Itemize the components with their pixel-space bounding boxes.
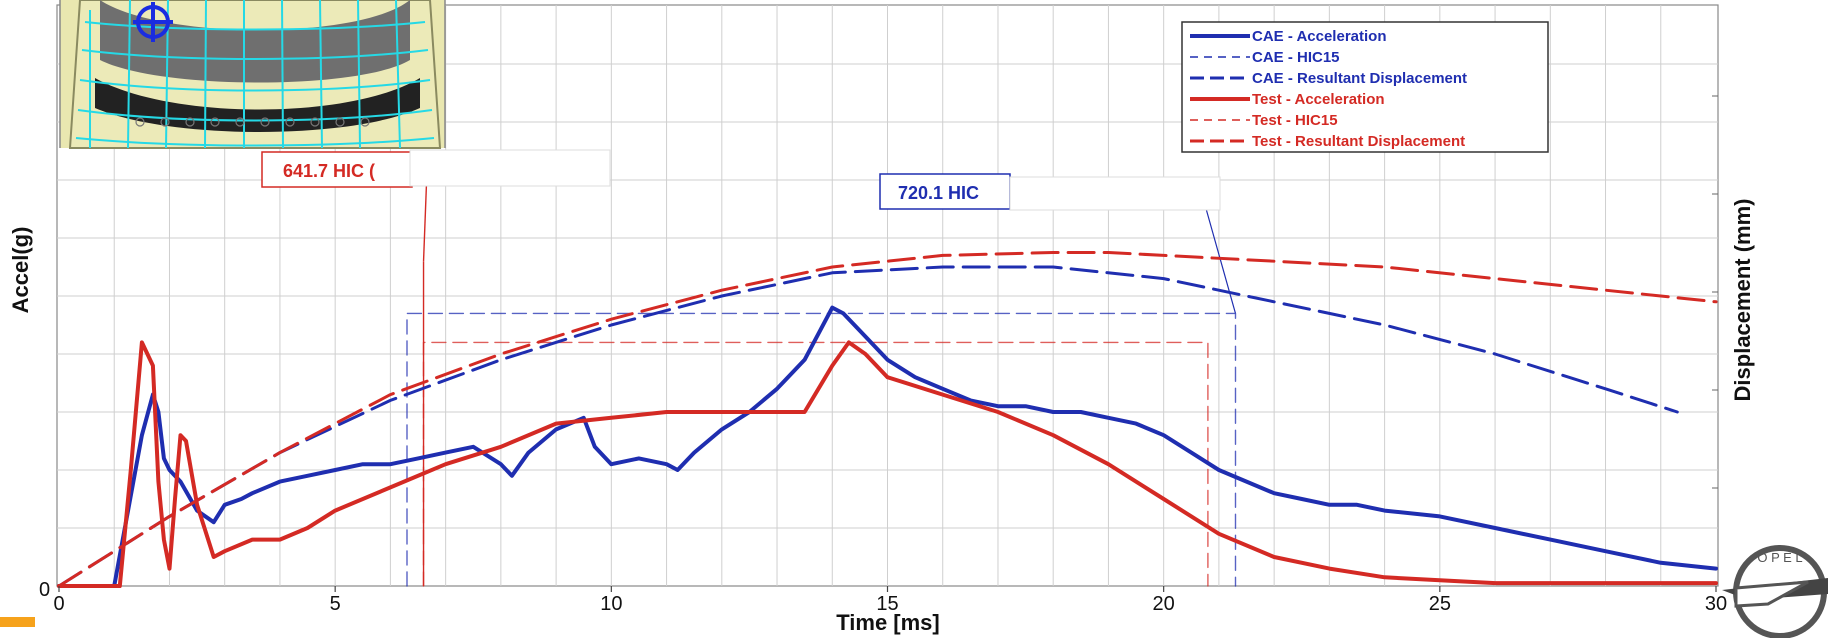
y-axis-title-left: Accel(g): [8, 227, 33, 314]
x-tick-label: 0: [53, 593, 64, 615]
legend-label: CAE - HIC15: [1252, 49, 1340, 66]
legend: CAE - Acceleration CAE - HIC15 CAE - Resul…: [1181, 21, 1549, 153]
opel-logo: O P E L: [1722, 545, 1828, 638]
hic-label-cae: 720.1 HIC: [879, 173, 1221, 211]
y-tick-left-zero: 0: [39, 579, 50, 601]
x-tick-label: 5: [330, 593, 341, 615]
legend-label: Test - Resultant Displacement: [1252, 133, 1465, 150]
series-line-test-resultant-displacement: [57, 251, 1718, 588]
series-line-test-acceleration: [57, 340, 1718, 588]
legend-label: Test - HIC15: [1252, 112, 1338, 129]
series-line-cae-resultant-displacement: [57, 265, 1679, 588]
legend-label: CAE - Acceleration: [1252, 28, 1386, 45]
series-line-cae-acceleration: [57, 305, 1718, 588]
x-tick-label: 30: [1705, 593, 1727, 615]
x-axis-title: Time [ms]: [836, 610, 940, 635]
x-tick-label: 25: [1429, 593, 1451, 615]
x-tick-label: 10: [600, 593, 622, 615]
series-line-cae-hic15: [406, 312, 1237, 587]
x-axis-ticks: 0 5 10 15 20 25 30: [53, 586, 1727, 615]
legend-label: Test - Acceleration: [1252, 91, 1385, 108]
impact-point-icon: [133, 2, 173, 42]
svg-text:720.1 HIC: 720.1 HIC: [898, 183, 979, 203]
hood-impact-photo: [59, 0, 446, 149]
legend-label: CAE - Resultant Displacement: [1252, 70, 1467, 87]
x-tick-label: 20: [1153, 593, 1175, 615]
x-tick-label: 15: [876, 593, 898, 615]
hic-label-test: 641.7 HIC (: [261, 149, 611, 188]
hic-label-cae-mask: [1009, 176, 1221, 211]
legend-box: [1181, 21, 1549, 153]
y-axis-title-right: Displacement (mm): [1730, 199, 1755, 402]
opel-logo-lettering: O P E L: [1757, 550, 1802, 565]
slide-accent-bar: [0, 617, 35, 627]
svg-text:641.7 HIC (: 641.7 HIC (: [283, 161, 375, 181]
series-lines: [57, 251, 1718, 588]
hic-label-test-mask: [409, 149, 611, 187]
